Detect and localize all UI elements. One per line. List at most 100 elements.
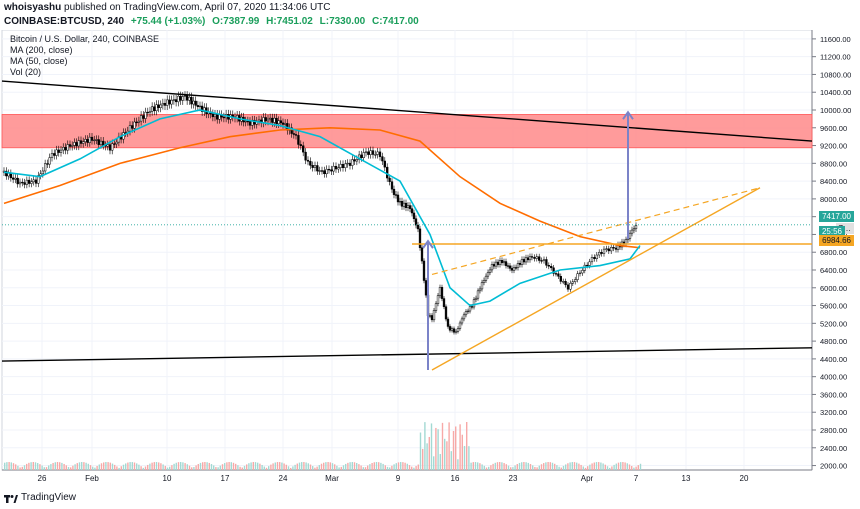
volume-bar — [195, 465, 197, 470]
y-tick-label: 9600.00 — [820, 124, 847, 133]
candle-body — [472, 299, 476, 308]
candle-body — [71, 145, 74, 147]
candle-body — [46, 163, 49, 165]
candle-body — [526, 257, 530, 261]
volume-bar — [463, 445, 466, 470]
volume-bar — [617, 462, 620, 470]
candle-body — [172, 99, 176, 101]
candle-body — [396, 194, 400, 203]
volume-bar — [54, 462, 56, 470]
volume-bar — [272, 463, 274, 470]
close-value: C:7417.00 — [372, 16, 419, 27]
volume-bar — [448, 422, 450, 470]
candle-body — [554, 273, 558, 275]
candle-body — [155, 104, 158, 112]
volume-bar — [562, 465, 565, 470]
y-tick-label: 5200.00 — [820, 319, 847, 328]
volume-bar — [109, 462, 111, 470]
candle-body — [578, 272, 582, 275]
candle-body — [41, 170, 45, 175]
candle-body — [323, 170, 326, 175]
y-tick-label: 4800.00 — [820, 337, 847, 346]
y-tick-label: 11600.00 — [820, 35, 851, 44]
candle-body — [458, 322, 462, 329]
volume-bar — [276, 462, 279, 470]
volume-bar — [323, 462, 325, 470]
candle-body — [414, 218, 418, 226]
volume-bar — [523, 462, 525, 470]
candle-body — [90, 136, 94, 141]
candle-body — [400, 201, 404, 207]
candle-body — [496, 261, 500, 265]
volume-bar — [32, 462, 34, 470]
volume-bar — [221, 464, 224, 470]
volume-bar — [406, 463, 408, 470]
candle-body — [222, 116, 226, 119]
candle-body — [268, 117, 272, 120]
candle-body — [79, 140, 83, 144]
volume-bar — [265, 467, 268, 470]
candle-body — [27, 179, 31, 184]
candle-body — [200, 105, 204, 112]
candle-body — [273, 117, 276, 123]
volume-bar — [292, 466, 294, 470]
volume-bar — [582, 466, 584, 470]
volume-bar — [213, 465, 215, 470]
volume-bar — [98, 464, 100, 470]
symbol-label[interactable]: COINBASE:BTCUSD, 240 — [4, 16, 125, 27]
candle-body — [632, 228, 636, 231]
candle-body — [213, 114, 217, 118]
volume-bar — [318, 465, 320, 470]
legend-vol[interactable]: Vol (20) — [10, 67, 42, 77]
volume-bar — [338, 467, 340, 470]
candle-body — [406, 205, 410, 208]
candle-body — [281, 122, 285, 125]
volume-bar — [450, 451, 452, 470]
volume-bar — [6, 462, 8, 470]
candle-body — [66, 144, 69, 151]
tradingview-logo[interactable]: TradingView — [4, 492, 76, 503]
candle-body — [16, 177, 19, 185]
candle-body — [416, 224, 420, 230]
author-name[interactable]: whoisyashu — [4, 2, 62, 13]
candle-body — [106, 144, 109, 147]
volume-bar — [48, 465, 50, 470]
legend-title: Bitcoin / U.S. Dollar, 240, COINBASE — [10, 34, 160, 44]
price-chart[interactable]: 11600.00 11200.00 10800.00 10400.00 10000.00… — [0, 30, 860, 488]
volume-bar — [626, 463, 628, 470]
volume-bar — [637, 465, 639, 470]
volume-bar — [281, 462, 283, 470]
volume-bar — [527, 462, 529, 470]
volume-bar — [241, 467, 243, 470]
x-tick-label: 20 — [740, 474, 749, 483]
x-tick-label: Apr — [581, 474, 594, 483]
candle-body — [535, 256, 538, 259]
volume-bar — [103, 462, 105, 470]
publish-line: whoisyashu published on TradingView.com,… — [4, 2, 331, 13]
volume-bar — [28, 462, 30, 470]
volume-bar — [516, 464, 518, 470]
candle-body — [410, 208, 414, 214]
candle-body — [181, 96, 184, 101]
candle-body — [73, 142, 76, 146]
y-tick-label: 10400.00 — [820, 88, 851, 97]
volume-bar — [430, 423, 433, 470]
candle-body — [482, 280, 486, 283]
volume-bar — [411, 466, 413, 470]
candle-body — [412, 212, 416, 219]
candle-body — [327, 168, 331, 171]
volume-bar — [503, 463, 505, 470]
legend-ma200[interactable]: MA (200, close) — [10, 45, 73, 55]
candle-body — [248, 121, 252, 126]
volume-bar — [254, 462, 257, 470]
volume-bar — [455, 426, 457, 470]
volume-bar — [501, 462, 503, 470]
volume-bar — [261, 464, 263, 470]
candle-body — [344, 163, 347, 169]
legend-ma50[interactable]: MA (50, close) — [10, 56, 68, 66]
volume-bar — [217, 467, 219, 470]
volume-bar — [444, 438, 446, 470]
volume-bar — [158, 462, 160, 470]
volume-bar — [175, 462, 177, 470]
volume-bar — [89, 465, 92, 470]
